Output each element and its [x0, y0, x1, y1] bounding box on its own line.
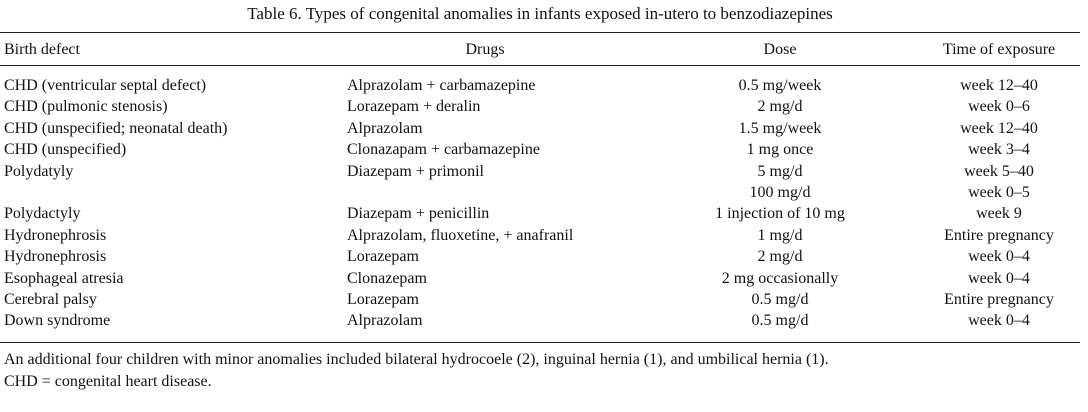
table-cell: CHD (ventricular septal defect): [4, 77, 207, 94]
table-cell: week 0–6: [968, 98, 1030, 116]
table-cell: week 0–4: [968, 269, 1030, 287]
table-cell: 1 mg once: [746, 141, 814, 159]
table-cell: week 0–5: [968, 184, 1030, 201]
table-cell: Polydatyly: [4, 162, 74, 180]
table-cell: week 9: [976, 205, 1022, 223]
table-cell: Alprazolam: [347, 312, 423, 330]
table-cell: 0.5 mg/d: [751, 312, 809, 330]
table-cell: Lorazepam: [347, 291, 419, 308]
table-cell: 1.5 mg/week: [738, 119, 822, 137]
table-cell: Lorazepam + deralin: [347, 98, 481, 116]
table-cell: CHD (unspecified; neonatal death): [4, 119, 228, 137]
table-cell: 100 mg/d: [749, 184, 811, 201]
table-cell: 0.5 mg/d: [751, 291, 809, 308]
header-cell: Birth defect: [4, 41, 80, 58]
table-cell: Clonazapam + carbamazepine: [347, 141, 540, 159]
table-cell: 5 mg/d: [757, 162, 803, 180]
rule: [0, 32, 1080, 33]
footnote: An additional four children with minor a…: [4, 351, 829, 368]
table-cell: Diazepam + primonil: [347, 162, 484, 180]
table-cell: Hydronephrosis: [4, 226, 107, 244]
table-cell: Alprazolam + carbamazepine: [347, 77, 536, 94]
header-cell: Drugs: [465, 41, 505, 58]
table-cell: week 5–40: [964, 162, 1034, 180]
table-cell: week 3–4: [968, 141, 1030, 159]
table-cell: Cerebral palsy: [4, 291, 97, 308]
table-cell: week 0–4: [968, 312, 1030, 330]
table-cell: 2 mg/d: [757, 248, 803, 266]
rule: [0, 342, 1080, 343]
table-cell: Lorazepam: [347, 248, 419, 266]
table-cell: Entire pregnancy: [944, 291, 1054, 308]
table-cell: Alprazolam, fluoxetine, + anafranil: [347, 226, 574, 244]
table-cell: 0.5 mg/week: [738, 77, 822, 94]
table-title: Table 6. Types of congenital anomalies i…: [247, 4, 833, 23]
table-cell: Alprazolam: [347, 119, 423, 137]
table-cell: CHD (unspecified): [4, 141, 127, 159]
footnote: CHD = congenital heart disease.: [4, 373, 212, 390]
table-cell: Diazepam + penicillin: [347, 205, 490, 223]
table-cell: Entire pregnancy: [944, 226, 1054, 244]
table-cell: 2 mg occasionally: [721, 269, 839, 287]
table-cell: Hydronephrosis: [4, 248, 107, 266]
table-cell: 1 injection of 10 mg: [715, 205, 845, 223]
table-cell: week 12–40: [960, 119, 1038, 137]
header-cell: Time of exposure: [942, 41, 1056, 58]
table-cell: week 12–40: [960, 77, 1038, 94]
table-cell: Down syndrome: [4, 312, 111, 330]
header-cell: Dose: [763, 41, 797, 58]
table-cell: Polydactyly: [4, 205, 81, 223]
table-cell: Clonazepam: [347, 269, 427, 287]
table-cell: 1 mg/d: [757, 226, 803, 244]
table-cell: Esophageal atresia: [4, 269, 124, 287]
table-cell: week 0–4: [968, 248, 1030, 266]
rule: [0, 65, 1080, 66]
table-cell: 2 mg/d: [757, 98, 803, 116]
table-cell: CHD (pulmonic stenosis): [4, 98, 168, 116]
